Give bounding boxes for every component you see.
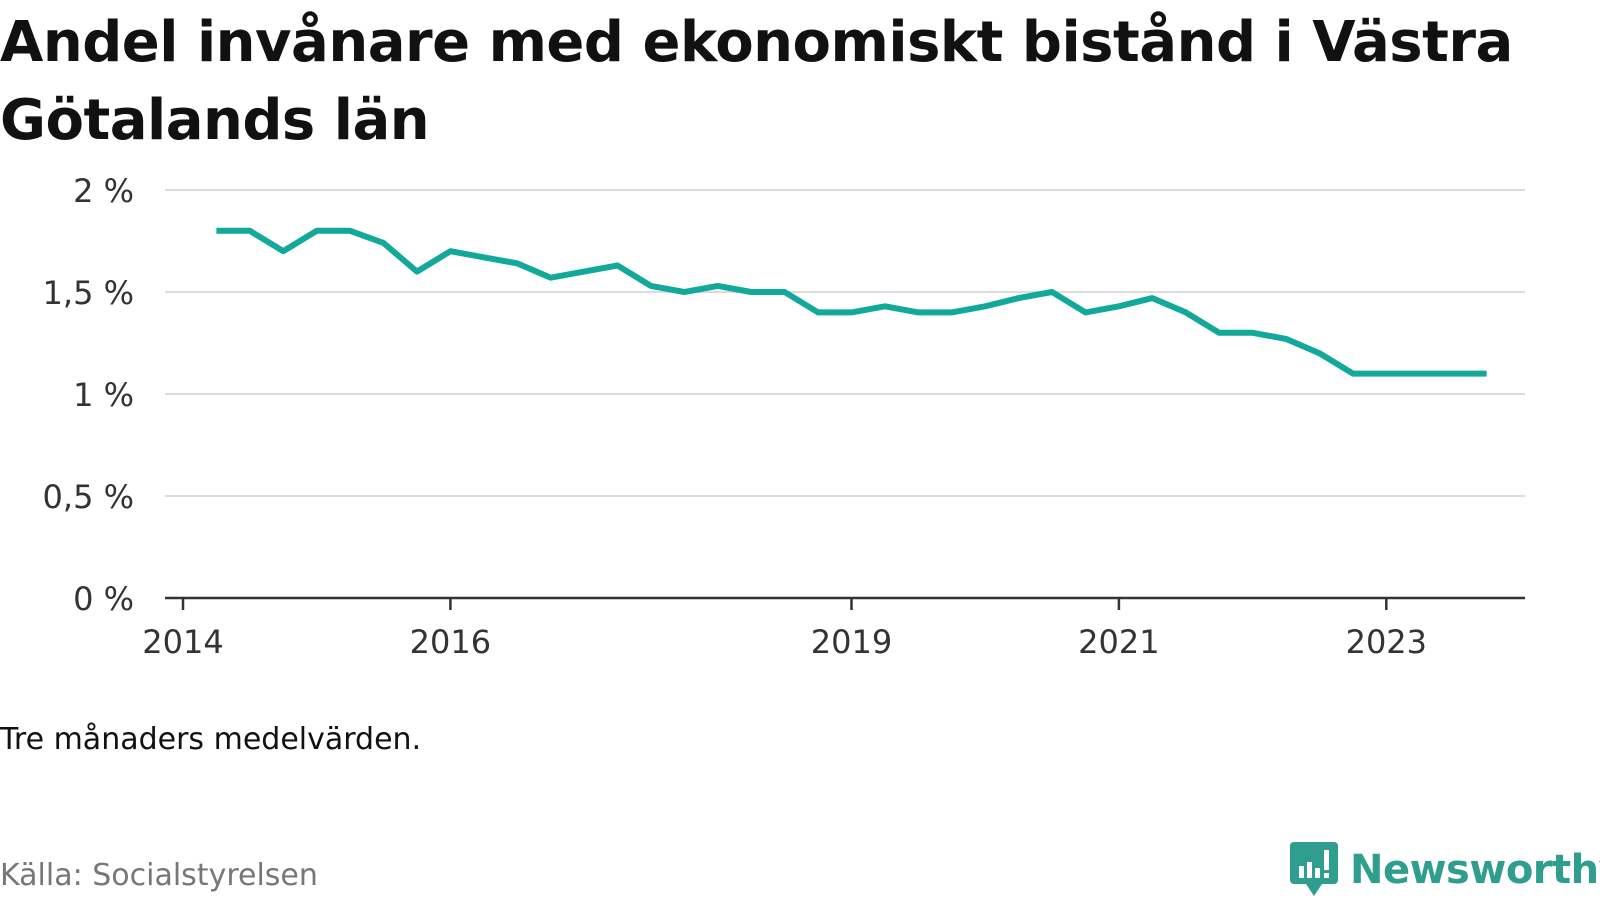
grid-lines bbox=[165, 189, 1525, 497]
chart-title: Andel invånare med ekonomiskt bistånd i … bbox=[0, 10, 1513, 153]
x-tick-label: 2019 bbox=[811, 623, 892, 661]
y-tick-label: 1 % bbox=[73, 376, 134, 414]
x-axis: 2014 2016 2019 2021 2023 bbox=[142, 596, 1525, 661]
series-layer bbox=[216, 227, 1487, 377]
brand-logo: Newsworthy bbox=[1290, 842, 1600, 898]
x-tick-label: 2021 bbox=[1078, 623, 1159, 661]
x-tick-label: 2023 bbox=[1346, 623, 1427, 661]
y-tick-label: 1,5 % bbox=[43, 274, 134, 312]
y-tick-label: 0 % bbox=[73, 580, 134, 618]
newsworthy-logo-icon bbox=[1290, 842, 1338, 896]
y-tick-label: 2 % bbox=[73, 172, 134, 210]
x-tick-label: 2016 bbox=[410, 623, 491, 661]
line-chart: 0 % 0,5 % 1 % 1,5 % 2 % 2014 2016 2019 2021 2023 bbox=[43, 172, 1525, 661]
y-tick-label: 0,5 % bbox=[43, 478, 134, 516]
source-credit: Källa: Socialstyrelsen bbox=[0, 858, 318, 893]
chart-note: Tre månaders medelvärden. bbox=[0, 722, 422, 757]
brand-name: Newsworthy bbox=[1350, 847, 1600, 893]
y-axis: 0 % 0,5 % 1 % 1,5 % 2 % bbox=[43, 172, 134, 618]
x-tick-label: 2014 bbox=[142, 623, 223, 661]
series-line bbox=[216, 227, 1487, 377]
